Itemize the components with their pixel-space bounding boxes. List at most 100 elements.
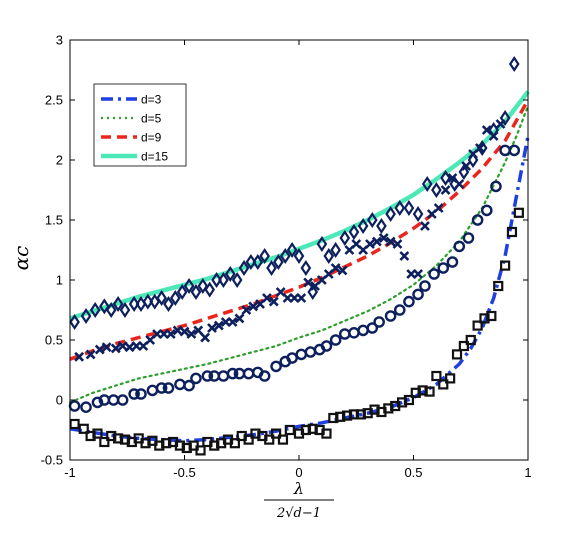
marker-x-2-3 bbox=[101, 342, 112, 353]
marker-circle-1-2 bbox=[91, 396, 104, 409]
marker-diamond-3-30 bbox=[286, 242, 298, 258]
marker-circle-1-44 bbox=[462, 232, 475, 244]
marker-square-0-0 bbox=[69, 418, 80, 430]
marker-diamond-3-36 bbox=[330, 242, 341, 258]
marker-square-0-49 bbox=[410, 387, 421, 398]
marker-square-0-34 bbox=[307, 423, 318, 434]
marker-circle-1-35 bbox=[384, 310, 397, 322]
x-tick-label: 0.5 bbox=[404, 465, 422, 480]
marker-diamond-3-29 bbox=[279, 248, 291, 264]
legend-label-d-9: d=9 bbox=[141, 131, 162, 145]
marker-diamond-3-51 bbox=[467, 152, 479, 168]
marker-diamond-3-33 bbox=[307, 284, 319, 300]
marker-square-0-29 bbox=[271, 428, 282, 439]
marker-circle-1-10 bbox=[162, 382, 175, 394]
marker-diamond-3-3 bbox=[99, 298, 110, 315]
marker-square-0-64 bbox=[513, 207, 524, 218]
marker-square-0-52 bbox=[431, 370, 442, 382]
marker-diamond-3-37 bbox=[339, 230, 351, 246]
marker-square-0-16 bbox=[181, 442, 192, 454]
marker-diamond-3-35 bbox=[323, 248, 335, 264]
marker-square-0-57 bbox=[465, 334, 476, 346]
marker-diamond-3-44 bbox=[403, 200, 415, 216]
marker-x-2-51 bbox=[433, 203, 444, 213]
marker-diamond-3-2 bbox=[89, 302, 101, 318]
marker-square-0-45 bbox=[383, 403, 394, 414]
marker-circle-1-13 bbox=[190, 372, 202, 385]
x-tick-label: 1 bbox=[524, 465, 531, 480]
marker-diamond-3-19 bbox=[211, 272, 222, 288]
marker-x-2-52 bbox=[440, 185, 451, 195]
marker-square-0-37 bbox=[328, 412, 339, 424]
y-axis-label: αc bbox=[9, 246, 33, 271]
marker-square-0-3 bbox=[92, 428, 103, 439]
marker-x-2-57 bbox=[474, 143, 485, 153]
marker-circle-1-24 bbox=[286, 352, 298, 364]
marker-diamond-3-17 bbox=[197, 278, 209, 294]
marker-diamond-3-50 bbox=[458, 164, 470, 180]
marker-circle-1-47 bbox=[490, 180, 502, 193]
marker-circle-1-37 bbox=[403, 295, 415, 308]
marker-diamond-3-9 bbox=[142, 293, 154, 310]
marker-x-2-32 bbox=[303, 277, 314, 288]
marker-square-0-4 bbox=[99, 436, 110, 448]
series-line-d-5 bbox=[68, 104, 530, 404]
marker-square-0-2 bbox=[85, 430, 96, 442]
marker-square-0-6 bbox=[112, 433, 124, 444]
marker-diamond-3-6 bbox=[119, 302, 131, 318]
marker-x-2-5 bbox=[117, 341, 128, 351]
markers-layer bbox=[68, 56, 524, 456]
marker-square-0-12 bbox=[154, 440, 165, 451]
marker-square-0-48 bbox=[403, 394, 415, 406]
marker-diamond-3-24 bbox=[245, 254, 257, 270]
marker-diamond-3-1 bbox=[80, 308, 92, 324]
marker-diamond-3-34 bbox=[316, 236, 328, 252]
marker-circle-1-43 bbox=[453, 240, 466, 253]
marker-circle-1-38 bbox=[412, 288, 424, 301]
marker-square-0-55 bbox=[451, 349, 463, 360]
marker-circle-1-41 bbox=[437, 262, 450, 274]
marker-x-2-6 bbox=[124, 342, 135, 353]
marker-x-2-48 bbox=[413, 269, 423, 279]
marker-diamond-3-27 bbox=[266, 260, 277, 276]
y-tick-label: 3 bbox=[56, 33, 63, 48]
marker-diamond-3-48 bbox=[440, 170, 451, 186]
marker-x-2-49 bbox=[420, 221, 430, 231]
marker-square-0-36 bbox=[321, 428, 332, 439]
marker-circle-1-9 bbox=[155, 382, 168, 394]
marker-x-2-45 bbox=[392, 239, 403, 249]
marker-x-2-21 bbox=[227, 317, 238, 327]
marker-x-2-2 bbox=[94, 344, 105, 355]
marker-diamond-3-25 bbox=[252, 254, 264, 270]
marker-diamond-3-22 bbox=[231, 272, 243, 288]
marker-diamond-3-15 bbox=[183, 278, 195, 294]
y-tick-label: 2.5 bbox=[45, 93, 63, 108]
marker-diamond-3-5 bbox=[112, 296, 124, 312]
marker-x-2-46 bbox=[399, 251, 410, 261]
marker-x-2-24 bbox=[248, 301, 259, 312]
marker-diamond-3-28 bbox=[273, 254, 284, 270]
marker-diamond-3-41 bbox=[376, 218, 387, 234]
marker-diamond-3-0 bbox=[69, 314, 80, 330]
marker-x-2-36 bbox=[330, 263, 341, 273]
marker-square-0-43 bbox=[369, 404, 380, 415]
marker-diamond-3-46 bbox=[421, 176, 433, 192]
marker-diamond-3-53 bbox=[488, 122, 499, 138]
marker-circle-1-45 bbox=[471, 214, 484, 226]
marker-square-0-13 bbox=[161, 438, 172, 449]
marker-square-0-26 bbox=[250, 428, 261, 439]
marker-square-0-51 bbox=[424, 386, 435, 397]
marker-diamond-3-23 bbox=[238, 260, 250, 276]
marker-square-0-40 bbox=[348, 409, 360, 420]
marker-x-2-37 bbox=[337, 265, 348, 276]
marker-circle-1-7 bbox=[135, 388, 147, 400]
marker-diamond-3-52 bbox=[476, 140, 488, 156]
marker-diamond-3-18 bbox=[204, 281, 216, 298]
y-tick-label: 0 bbox=[56, 393, 63, 408]
marker-square-0-58 bbox=[472, 320, 483, 331]
marker-square-0-38 bbox=[335, 411, 346, 422]
marker-circle-1-33 bbox=[366, 322, 379, 334]
marker-circle-1-28 bbox=[320, 340, 333, 352]
marker-circle-1-5 bbox=[116, 394, 129, 406]
